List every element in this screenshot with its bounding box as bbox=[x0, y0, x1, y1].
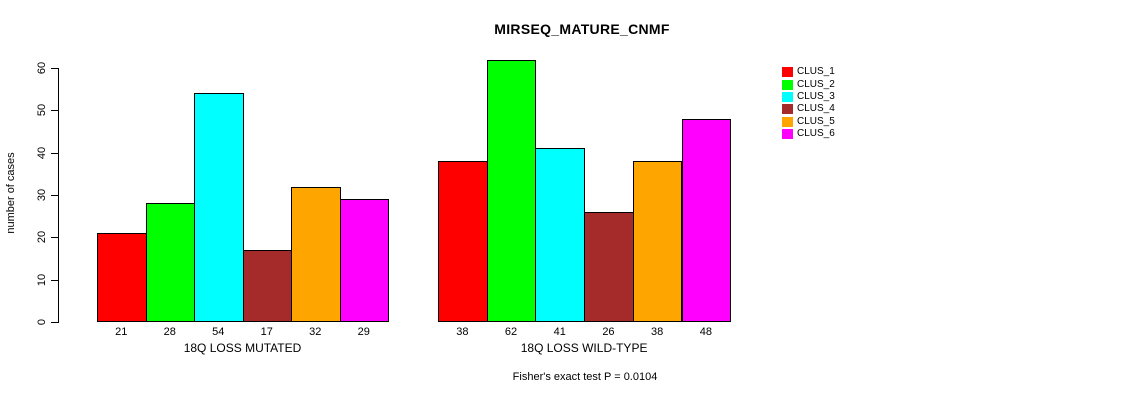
bar-value-label: 54 bbox=[212, 326, 225, 338]
group-label: 18Q LOSS MUTATED bbox=[183, 341, 302, 355]
legend-item: CLUS_5 bbox=[782, 116, 835, 128]
group-label: 18Q LOSS WILD-TYPE bbox=[520, 341, 648, 355]
bar-clus_6 bbox=[681, 118, 732, 322]
bar-value-label: 32 bbox=[309, 326, 322, 338]
y-axis-tick bbox=[51, 195, 59, 196]
legend-label: CLUS_2 bbox=[797, 78, 835, 90]
y-axis-tick bbox=[51, 279, 59, 281]
legend-swatch bbox=[782, 116, 793, 127]
y-axis-title: number of cases bbox=[5, 152, 17, 234]
bar-clus_4 bbox=[584, 211, 634, 322]
bar-clus_5 bbox=[291, 186, 341, 322]
legend-swatch bbox=[782, 67, 793, 78]
bar-value-label: 62 bbox=[504, 326, 518, 338]
legend-swatch bbox=[782, 129, 793, 140]
bar-clus_2 bbox=[145, 203, 195, 322]
legend: CLUS_1 CLUS_2 CLUS_3 CLUS_4 CLUS_5 CLUS_6 bbox=[782, 66, 835, 140]
bar-clus_4 bbox=[242, 250, 292, 322]
y-axis-tick-label: 0 bbox=[36, 318, 48, 326]
y-axis-tick-label: 60 bbox=[36, 61, 48, 75]
bar-value-label: 21 bbox=[115, 326, 128, 338]
y-axis-tick-label: 40 bbox=[36, 146, 48, 159]
legend-label: CLUS_6 bbox=[797, 128, 835, 140]
y-axis-tick bbox=[51, 110, 59, 112]
bar-clus_5 bbox=[632, 161, 683, 322]
bar-clus_6 bbox=[339, 199, 389, 322]
y-axis-tick bbox=[51, 68, 59, 69]
bar-clus_1 bbox=[438, 161, 488, 322]
legend-label: CLUS_3 bbox=[797, 90, 835, 102]
bar-value-label: 29 bbox=[357, 326, 370, 338]
legend-label: CLUS_4 bbox=[797, 103, 835, 115]
bar-value-label: 48 bbox=[699, 326, 712, 338]
y-axis-tick-label: 50 bbox=[36, 104, 48, 117]
legend-item: CLUS_4 bbox=[782, 103, 835, 115]
legend-swatch bbox=[782, 91, 793, 102]
legend-label: CLUS_1 bbox=[797, 66, 835, 78]
bar-value-label: 38 bbox=[651, 326, 664, 338]
y-axis-tick bbox=[51, 152, 59, 154]
bar-value-label: 41 bbox=[553, 326, 566, 338]
legend-item: CLUS_1 bbox=[782, 66, 835, 78]
y-axis-tick-label: 30 bbox=[36, 188, 48, 202]
chart-title: MIRSEQ_MATURE_CNMF bbox=[494, 21, 670, 37]
legend-item: CLUS_6 bbox=[782, 128, 835, 140]
legend-item: CLUS_2 bbox=[782, 78, 835, 90]
bar-value-label: 26 bbox=[602, 326, 615, 338]
fisher-test-note: Fisher's exact test P = 0.0104 bbox=[512, 371, 658, 383]
legend-item: CLUS_3 bbox=[782, 91, 835, 103]
bar-clus_1 bbox=[97, 233, 147, 322]
y-axis-tick-label: 20 bbox=[36, 231, 48, 244]
bar-clus_2 bbox=[486, 59, 537, 322]
bar-value-label: 17 bbox=[260, 326, 273, 338]
bar-value-label: 28 bbox=[163, 326, 176, 338]
legend-swatch bbox=[782, 104, 793, 115]
y-axis-tick-label: 10 bbox=[36, 273, 48, 286]
bar-clus_3 bbox=[535, 148, 586, 322]
bar-clus_3 bbox=[194, 93, 244, 322]
legend-label: CLUS_5 bbox=[797, 115, 835, 127]
y-axis-tick bbox=[51, 322, 59, 323]
bar-value-label: 38 bbox=[456, 326, 469, 338]
y-axis-tick bbox=[51, 237, 59, 239]
legend-swatch bbox=[782, 79, 793, 90]
